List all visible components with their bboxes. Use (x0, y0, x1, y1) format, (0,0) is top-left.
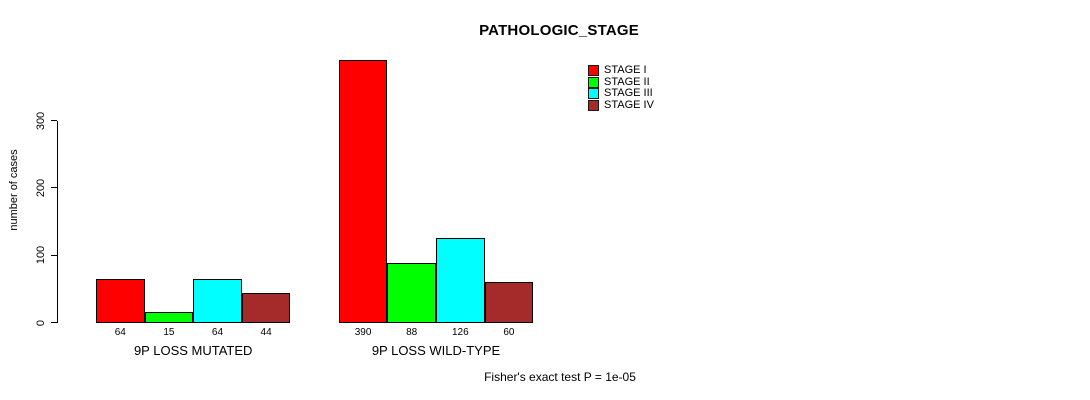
bar-stage-ii (387, 263, 436, 324)
legend-item: STAGE II (588, 75, 650, 88)
x-category-label: 9P LOSS WILD-TYPE (371, 343, 501, 358)
bar-value-label: 390 (354, 327, 372, 338)
legend-swatch-icon (588, 88, 599, 100)
chart-title: PATHOLOGIC_STAGE (479, 22, 639, 39)
y-axis-tick (51, 322, 57, 323)
bar-stage-iv (241, 292, 291, 324)
legend-swatch-icon (588, 100, 599, 112)
bar-value-label: 126 (451, 327, 469, 338)
legend-label: STAGE II (604, 75, 650, 88)
legend-item: STAGE I (588, 65, 647, 76)
bar-value-label: 64 (211, 327, 224, 338)
x-category-label: 9P LOSS MUTATED (133, 343, 253, 358)
bar-stage-i (338, 59, 388, 324)
y-tick-label: 200 (35, 178, 47, 198)
bar-stage-iii (436, 237, 485, 324)
legend-item: STAGE IV (588, 99, 654, 112)
y-tick-label: 300 (35, 111, 47, 130)
y-tick-label: 100 (35, 245, 47, 265)
legend-item: STAGE III (588, 87, 653, 100)
legend-label: STAGE IV (604, 99, 654, 112)
bar-stage-i (96, 279, 145, 324)
bar-value-label: 60 (503, 327, 515, 338)
y-tick-label: 0 (35, 319, 47, 326)
y-axis-tick (51, 187, 57, 189)
bar-stage-ii (144, 312, 194, 324)
bar-stage-iv (484, 282, 534, 324)
legend-swatch-icon (588, 76, 599, 88)
y-axis-tick (51, 254, 57, 256)
y-axis-line (57, 120, 58, 324)
bar-value-label: 15 (163, 327, 175, 338)
legend-label: STAGE I (604, 64, 647, 76)
bar-value-label: 44 (260, 327, 272, 338)
bar-value-label: 88 (406, 327, 418, 338)
legend-swatch-icon (588, 65, 599, 76)
y-axis-tick (51, 120, 57, 121)
fisher-exact-test-annotation: Fisher's exact test P = 1e-05 (484, 370, 636, 384)
bar-value-label: 64 (114, 327, 126, 338)
bar-stage-iii (193, 279, 242, 324)
legend-label: STAGE III (604, 87, 653, 100)
